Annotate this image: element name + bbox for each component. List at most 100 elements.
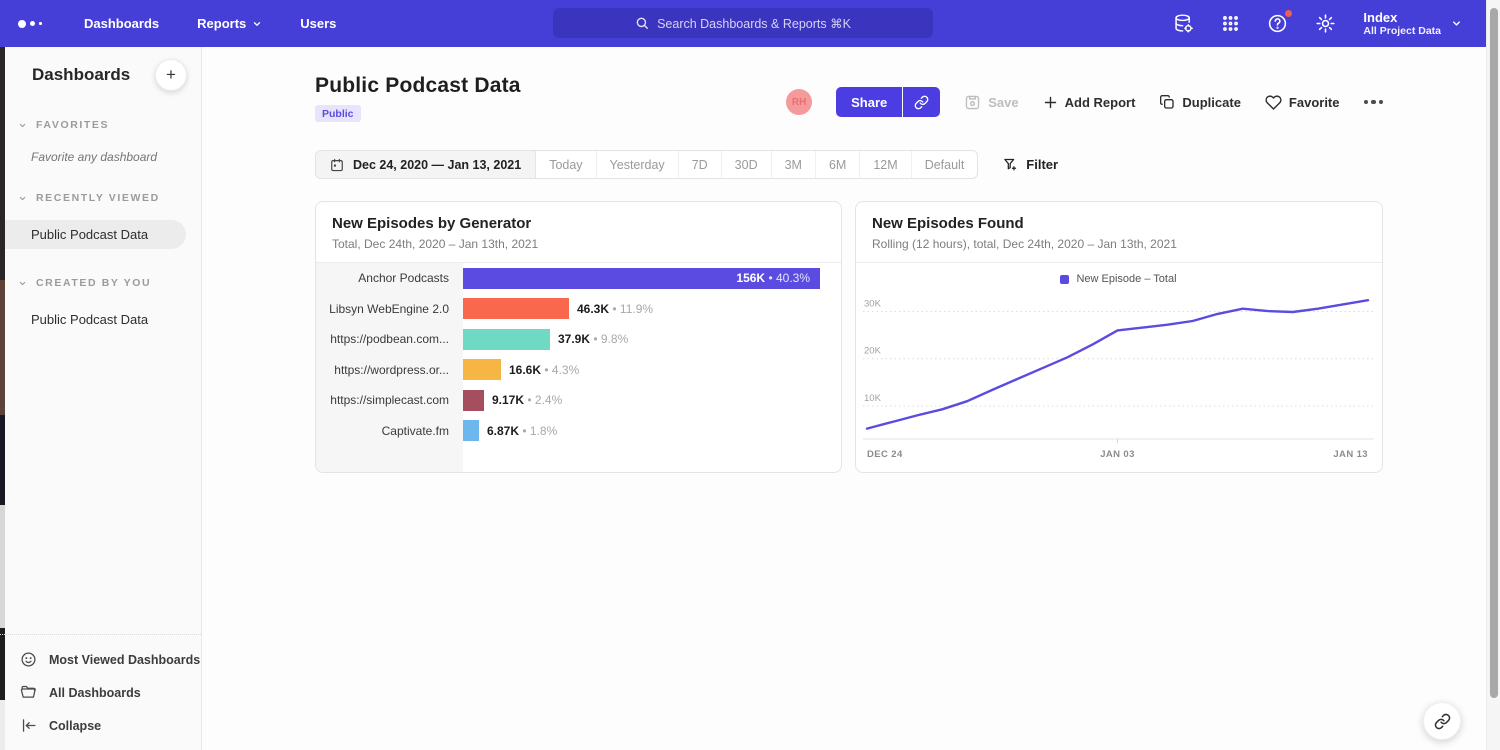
- scrollbar-track[interactable]: [1486, 0, 1500, 750]
- mode-logo[interactable]: [18, 19, 52, 28]
- link-icon: [1434, 713, 1450, 729]
- chart-legend: New Episode – Total: [863, 269, 1374, 289]
- date-range-control: Dec 24, 2020 — Jan 13, 2021 Today Yester…: [315, 150, 979, 179]
- workspace-switcher[interactable]: Index All Project Data: [1363, 10, 1462, 38]
- preset-30d[interactable]: 30D: [722, 151, 772, 178]
- search-input[interactable]: Search Dashboards & Reports ⌘K: [553, 8, 933, 38]
- bar[interactable]: [463, 389, 484, 411]
- filter-funnel-icon: [1004, 158, 1017, 171]
- more-options-button[interactable]: [1363, 99, 1383, 105]
- x-axis-tick-label: JAN 03: [1100, 449, 1135, 460]
- bar-chart-row: https://wordpress.or... 16.6K • 4.3%: [316, 354, 841, 386]
- bar-chart-card: New Episodes by Generator Total, Dec 24t…: [315, 201, 842, 473]
- bar[interactable]: [463, 328, 550, 350]
- chevron-down-icon: [19, 123, 26, 127]
- sidebar-item-public-podcast-data-created[interactable]: Public Podcast Data: [31, 312, 149, 327]
- sidebar-item-public-podcast-data[interactable]: Public Podcast Data: [0, 220, 186, 249]
- line-chart-card: New Episodes Found Rolling (12 hours), t…: [855, 201, 1383, 473]
- bar-chart-row: https://podbean.com... 37.9K • 9.8%: [316, 324, 841, 355]
- duplicate-button[interactable]: Duplicate: [1159, 94, 1241, 110]
- public-badge: Public: [315, 105, 361, 122]
- bar-category-label: Captivate.fm: [316, 415, 463, 446]
- preset-3m[interactable]: 3M: [772, 151, 816, 178]
- bar[interactable]: [463, 420, 479, 442]
- search-placeholder: Search Dashboards & Reports ⌘K: [657, 16, 851, 31]
- y-axis-tick-label: 30K: [864, 299, 882, 310]
- sidebar-section-recently-viewed[interactable]: RECENTLY VIEWED: [0, 192, 201, 204]
- bar-value-label: 9.17K • 2.4%: [492, 393, 563, 408]
- scrollbar-thumb[interactable]: [1490, 8, 1498, 698]
- nav-item-reports[interactable]: Reports: [197, 16, 262, 31]
- all-dashboards-button[interactable]: All Dashboards: [0, 676, 201, 709]
- nav-item-users[interactable]: Users: [300, 16, 337, 31]
- sidebar-section-favorites[interactable]: FAVORITES: [0, 119, 201, 131]
- filter-label: Filter: [1026, 157, 1059, 172]
- y-axis-tick-label: 10K: [864, 393, 882, 404]
- data-sources-icon[interactable]: [1173, 13, 1194, 34]
- apps-grid-icon[interactable]: [1221, 14, 1240, 33]
- preset-default[interactable]: Default: [924, 157, 965, 172]
- favorite-label: Favorite: [1288, 94, 1340, 110]
- date-range-button[interactable]: Dec 24, 2020 — Jan 13, 2021: [316, 151, 537, 178]
- bar-chart: Anchor Podcasts 156K • 40.3% Libsyn WebEng…: [316, 263, 841, 472]
- duplicate-label: Duplicate: [1182, 94, 1241, 110]
- line-chart-subtitle: Rolling (12 hours), total, Dec 24th, 202…: [872, 237, 1177, 251]
- filter-button[interactable]: Filter: [1003, 157, 1058, 172]
- sidebar-title: Dashboards: [32, 65, 131, 84]
- add-report-button[interactable]: Add Report: [1043, 95, 1135, 110]
- workspace-name: Index: [1363, 9, 1398, 25]
- add-dashboard-button[interactable]: +: [155, 59, 187, 91]
- nav-item-dashboards[interactable]: Dashboards: [84, 16, 160, 31]
- section-label: CREATED BY YOU: [36, 277, 152, 289]
- footer-item-label: Collapse: [49, 718, 102, 733]
- bar[interactable]: [463, 359, 501, 381]
- collapse-sidebar-button[interactable]: Collapse: [0, 709, 201, 742]
- bar-category-label: Libsyn WebEngine 2.0: [316, 293, 463, 324]
- copy-link-floating-button[interactable]: [1423, 702, 1461, 740]
- bar-chart-row: Anchor Podcasts 156K • 40.3%: [316, 263, 841, 294]
- search-icon: [636, 17, 649, 29]
- preset-12m[interactable]: 12M: [860, 151, 912, 178]
- preset-6m[interactable]: 6M: [816, 151, 861, 178]
- settings-gear-icon[interactable]: [1315, 13, 1336, 34]
- date-range-label: Dec 24, 2020 — Jan 13, 2021: [353, 157, 522, 172]
- share-button[interactable]: Share: [836, 87, 903, 117]
- bar-zone: 16.6K • 4.3%: [463, 355, 841, 386]
- bar[interactable]: 156K • 40.3%: [463, 267, 820, 289]
- favorite-button[interactable]: Favorite: [1265, 94, 1340, 111]
- legend-swatch: [1060, 274, 1070, 284]
- bar-category-label: Anchor Podcasts: [316, 263, 463, 294]
- x-axis-tick-label: JAN 13: [1333, 449, 1368, 460]
- sidebar-section-created-by-you[interactable]: CREATED BY YOU: [0, 277, 201, 289]
- bar-category-label: https://wordpress.or...: [316, 354, 463, 385]
- bar-value-label: 156K • 40.3%: [736, 271, 810, 286]
- bar-zone: 156K • 40.3%: [463, 263, 841, 294]
- share-divider: [902, 87, 904, 117]
- folder-icon: [20, 685, 36, 698]
- link-icon: [914, 95, 929, 109]
- save-button[interactable]: Save: [964, 94, 1019, 111]
- preset-today[interactable]: Today: [536, 151, 597, 178]
- bar-zone: 37.9K • 9.8%: [463, 324, 841, 355]
- share-link-button[interactable]: [903, 87, 941, 117]
- preset-yesterday[interactable]: Yesterday: [597, 151, 679, 178]
- bar-chart-row: Captivate.fm 6.87K • 1.8%: [316, 415, 841, 446]
- share-split-button[interactable]: Share: [836, 87, 941, 117]
- bar-zone: 46.3K • 11.9%: [463, 294, 841, 325]
- bar[interactable]: [463, 298, 569, 320]
- help-icon[interactable]: [1267, 9, 1294, 34]
- line-chart-title: New Episodes Found: [872, 215, 1024, 232]
- most-viewed-dashboards-button[interactable]: Most Viewed Dashboards: [0, 643, 201, 676]
- bar-chart-row: Libsyn WebEngine 2.0 46.3K • 11.9%: [316, 293, 841, 325]
- save-icon: [966, 95, 980, 109]
- bar-category-label: https://simplecast.com: [316, 385, 463, 416]
- notification-badge: [1284, 9, 1294, 18]
- calendar-icon: [331, 158, 343, 171]
- bar-value-label: 37.9K • 9.8%: [558, 332, 629, 347]
- avatar[interactable]: RH: [786, 89, 813, 115]
- footer-item-label: All Dashboards: [49, 685, 141, 700]
- preset-7d[interactable]: 7D: [679, 151, 722, 178]
- bar-value-label: 46.3K • 11.9%: [577, 301, 654, 316]
- line-series[interactable]: [865, 298, 1370, 430]
- favorites-empty-text: Favorite any dashboard: [31, 150, 158, 164]
